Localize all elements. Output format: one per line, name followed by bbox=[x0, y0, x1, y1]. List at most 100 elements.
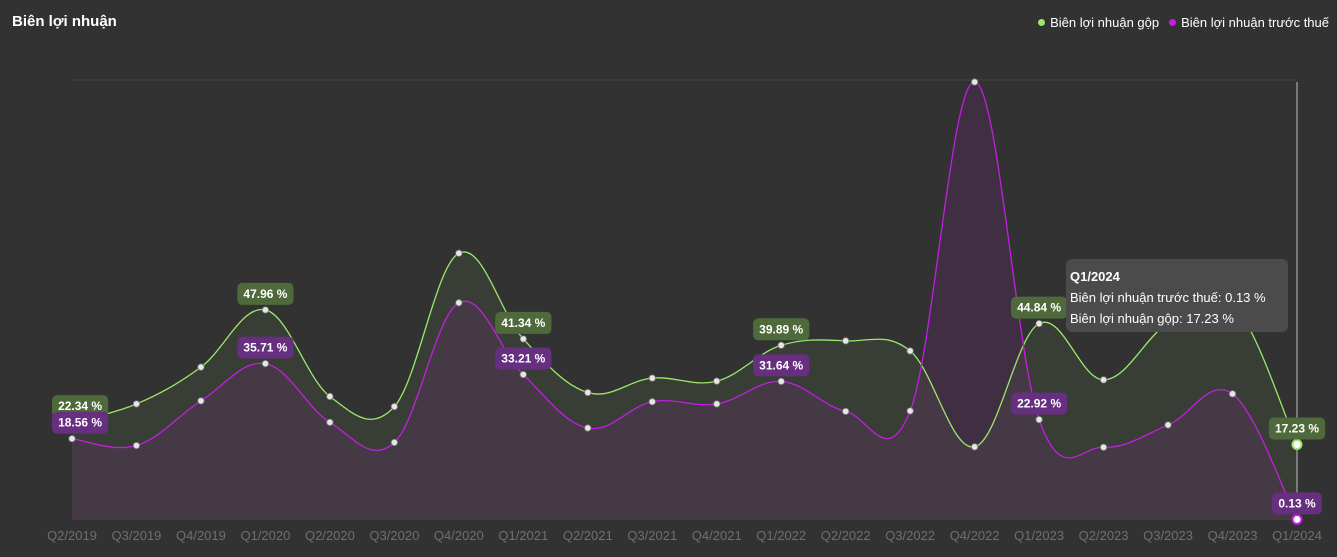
x-tick-label: Q1/2020 bbox=[240, 528, 290, 543]
x-tick-label: Q2/2020 bbox=[305, 528, 355, 543]
x-tick-label: Q4/2022 bbox=[950, 528, 1000, 543]
legend-label-gross: Biên lợi nhuận gộp bbox=[1050, 15, 1160, 30]
data-point bbox=[1035, 416, 1043, 424]
data-point bbox=[1291, 513, 1303, 525]
data-label-text: 0.13 % bbox=[1278, 496, 1316, 510]
data-point bbox=[971, 78, 979, 86]
data-label: 33.21 % bbox=[495, 347, 552, 370]
data-label: 39.89 % bbox=[753, 318, 810, 341]
data-label: 22.92 % bbox=[1011, 392, 1068, 415]
x-tick-label: Q2/2021 bbox=[563, 528, 613, 543]
x-tick-label: Q2/2019 bbox=[47, 528, 97, 543]
x-tick-label: Q4/2020 bbox=[434, 528, 484, 543]
data-point bbox=[584, 388, 592, 397]
data-label-bg bbox=[753, 354, 810, 377]
data-label-text: 22.34 % bbox=[58, 399, 102, 413]
data-label: 18.56 % bbox=[52, 411, 109, 434]
data-label-bg bbox=[1268, 417, 1326, 440]
data-point bbox=[648, 374, 656, 382]
data-label-text: 17.23 % bbox=[1275, 422, 1319, 436]
data-point bbox=[519, 370, 527, 379]
data-point bbox=[906, 407, 914, 415]
data-label-text: 39.89 % bbox=[759, 322, 803, 336]
data-label-bg bbox=[495, 311, 552, 334]
data-label-bg bbox=[52, 395, 109, 418]
data-point bbox=[971, 443, 979, 451]
legend-item-gross-margin[interactable]: Biên lợi nhuận gộp bbox=[1038, 15, 1159, 30]
data-label-bg bbox=[753, 318, 810, 341]
data-point bbox=[326, 392, 334, 401]
data-point bbox=[132, 400, 141, 408]
x-tick-label: Q3/2020 bbox=[369, 528, 419, 543]
data-label: 0.13 % bbox=[1272, 492, 1322, 515]
x-tick-label: Q3/2019 bbox=[112, 528, 162, 543]
data-label-text: 22.92 % bbox=[1017, 397, 1061, 411]
data-point bbox=[842, 337, 850, 345]
legend-item-pretax-margin[interactable]: Biên lợi nhuận trước thuế bbox=[1169, 15, 1329, 30]
data-label: 47.96 % bbox=[237, 282, 294, 305]
data-point bbox=[1099, 376, 1108, 384]
data-point bbox=[584, 424, 592, 432]
data-label-bg bbox=[1011, 296, 1068, 319]
data-point bbox=[455, 249, 463, 257]
data-label: 22.34 % bbox=[52, 395, 109, 418]
data-label-text: 47.96 % bbox=[243, 287, 287, 301]
data-label-bg bbox=[237, 336, 294, 359]
data-point bbox=[68, 435, 76, 443]
data-point bbox=[1035, 320, 1043, 328]
series-area-1 bbox=[72, 81, 1297, 520]
data-label-bg bbox=[495, 347, 552, 370]
data-label: 31.64 % bbox=[753, 354, 810, 377]
data-label-bg bbox=[52, 411, 109, 434]
data-label-text: 18.56 % bbox=[58, 416, 102, 430]
chart-tooltip: Q1/2024 Biên lợi nhuận trước thuế: 0.13 … bbox=[1066, 259, 1288, 332]
x-tick-label: Q1/2022 bbox=[756, 528, 806, 543]
data-point bbox=[455, 299, 463, 307]
series-line-1 bbox=[71, 81, 1298, 520]
data-point bbox=[648, 398, 656, 406]
data-point bbox=[390, 438, 398, 447]
data-label: 44.84 % bbox=[1011, 296, 1068, 319]
x-tick-label: Q3/2021 bbox=[627, 528, 677, 543]
x-tick-label: Q4/2019 bbox=[176, 528, 226, 543]
data-label: 41.34 % bbox=[495, 311, 552, 334]
x-tick-label: Q4/2021 bbox=[692, 528, 742, 543]
data-point bbox=[132, 441, 141, 450]
series-area-0 bbox=[72, 251, 1297, 520]
data-label-bg bbox=[1272, 492, 1322, 515]
data-point bbox=[1099, 443, 1108, 451]
data-point bbox=[519, 335, 527, 343]
data-point bbox=[261, 306, 270, 314]
x-tick-label: Q4/2023 bbox=[1208, 528, 1258, 543]
data-label-bg bbox=[237, 282, 294, 305]
data-point bbox=[1228, 390, 1237, 398]
x-tick-label: Q1/2024 bbox=[1272, 528, 1322, 543]
x-tick-label: Q1/2023 bbox=[1014, 528, 1064, 543]
data-point bbox=[326, 418, 334, 426]
x-tick-label: Q2/2022 bbox=[821, 528, 871, 543]
legend: Biên lợi nhuận gộp Biên lợi nhuận trước … bbox=[1038, 15, 1329, 30]
data-label-text: 33.21 % bbox=[501, 352, 545, 366]
x-tick-label: Q3/2023 bbox=[1143, 528, 1193, 543]
data-point bbox=[713, 400, 721, 408]
legend-dot-pretax bbox=[1169, 19, 1177, 26]
data-label: 17.23 % bbox=[1268, 417, 1326, 440]
chart-title: Biên lợi nhuận bbox=[12, 13, 117, 30]
tooltip-title: Q1/2024 bbox=[1070, 269, 1120, 284]
legend-label-pretax: Biên lợi nhuận trước thuế bbox=[1181, 15, 1329, 30]
data-label-bg bbox=[1011, 392, 1068, 415]
data-point bbox=[390, 402, 398, 411]
data-point bbox=[261, 359, 270, 368]
data-label-text: 44.84 % bbox=[1017, 301, 1061, 315]
x-tick-label: Q2/2023 bbox=[1079, 528, 1129, 543]
data-point bbox=[1291, 439, 1303, 451]
tooltip-line-pretax: Biên lợi nhuận trước thuế: 0.13 % bbox=[1070, 290, 1266, 305]
data-point bbox=[713, 377, 721, 385]
data-point bbox=[197, 397, 205, 405]
tooltip-line-gross: Biên lợi nhuận gộp: 17.23 % bbox=[1070, 311, 1234, 326]
data-label-text: 41.34 % bbox=[501, 316, 545, 330]
data-point bbox=[906, 347, 914, 355]
data-point bbox=[842, 407, 850, 415]
data-label-text: 31.64 % bbox=[759, 358, 803, 372]
